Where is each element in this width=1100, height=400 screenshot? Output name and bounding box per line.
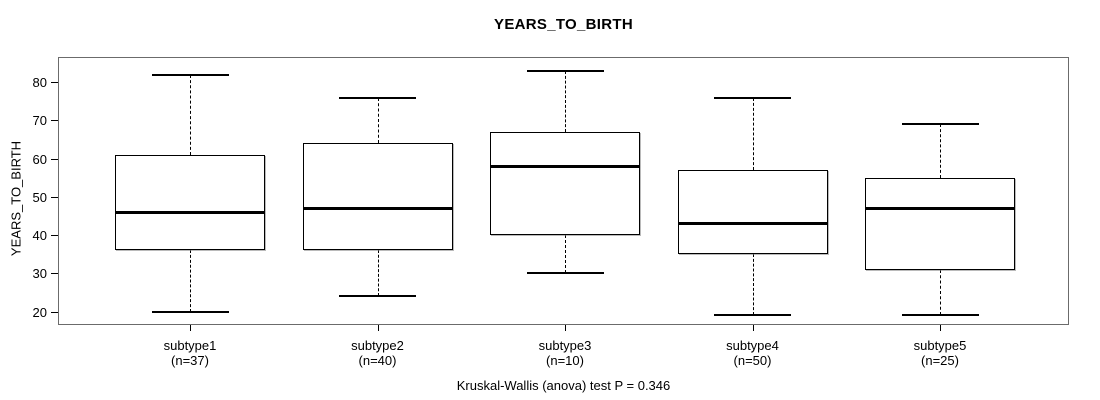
upper-whisker-cap	[526, 69, 604, 72]
y-tick-label: 70	[32, 113, 47, 129]
x-axis-group-label: subtype5 (n=25)	[860, 338, 1020, 368]
upper-whisker	[752, 97, 754, 171]
x-tick-mark	[190, 325, 191, 331]
group-name: subtype2	[351, 338, 404, 353]
x-axis-group-label: subtype4 (n=50)	[673, 338, 833, 368]
upper-whisker-cap	[714, 96, 791, 99]
upper-whisker	[190, 74, 191, 155]
x-tick-mark	[940, 325, 941, 331]
y-tick-mark	[51, 196, 58, 198]
lower-whisker	[377, 250, 379, 297]
y-tick-label: 30	[32, 266, 47, 282]
box-subtype5	[865, 177, 1015, 270]
y-tick-label: 50	[32, 189, 47, 205]
y-tick-mark	[51, 235, 58, 237]
median-line	[490, 164, 640, 168]
x-axis-group-label: subtype2 (n=40)	[298, 338, 458, 368]
median-line	[302, 206, 453, 210]
group-name: subtype4	[726, 338, 779, 353]
median-line	[865, 206, 1015, 210]
y-tick-mark	[51, 158, 58, 160]
x-axis-group-label: subtype1 (n=37)	[110, 338, 270, 368]
x-axis-group-label: subtype3 (n=10)	[485, 338, 645, 368]
box-subtype1	[115, 154, 265, 251]
group-name: subtype5	[913, 338, 967, 353]
group-name: subtype1	[163, 338, 217, 353]
group-n: (n=40)	[358, 353, 397, 368]
y-tick-label: 40	[32, 228, 47, 244]
group-n: (n=25)	[921, 353, 959, 368]
y-tick-mark	[51, 311, 58, 313]
upper-whisker-cap	[901, 123, 979, 126]
median-line	[677, 222, 828, 226]
upper-whisker	[377, 97, 379, 144]
x-tick-mark	[752, 325, 754, 331]
chart-title: YEARS_TO_BIRTH	[494, 16, 633, 33]
y-tick-label: 20	[32, 304, 47, 320]
lower-whisker	[752, 254, 754, 316]
group-name: subtype3	[538, 338, 592, 353]
y-tick-label: 60	[32, 151, 47, 167]
upper-whisker	[565, 70, 566, 132]
x-tick-mark	[565, 325, 566, 331]
stat-test-caption: Kruskal-Wallis (anova) test P = 0.346	[456, 378, 671, 393]
y-tick-mark	[51, 120, 58, 122]
box-subtype2	[302, 143, 453, 251]
box-subtype4	[677, 170, 828, 255]
upper-whisker-cap	[339, 96, 416, 99]
group-n: (n=50)	[733, 353, 772, 368]
x-tick-mark	[377, 325, 379, 331]
group-n: (n=37)	[171, 353, 209, 368]
lower-whisker-cap	[714, 314, 791, 317]
lower-whisker-cap	[339, 295, 416, 298]
lower-whisker	[565, 235, 566, 274]
lower-whisker	[190, 250, 191, 312]
y-tick-mark	[51, 273, 58, 275]
lower-whisker-cap	[526, 272, 604, 275]
box-subtype3	[490, 131, 640, 236]
lower-whisker-cap	[901, 314, 979, 317]
lower-whisker	[940, 269, 941, 316]
y-tick-label: 80	[32, 75, 47, 91]
upper-whisker-cap	[151, 73, 229, 76]
group-n: (n=10)	[546, 353, 584, 368]
lower-whisker-cap	[151, 310, 229, 313]
median-line	[115, 210, 265, 214]
upper-whisker	[940, 124, 941, 178]
y-tick-mark	[51, 82, 58, 84]
